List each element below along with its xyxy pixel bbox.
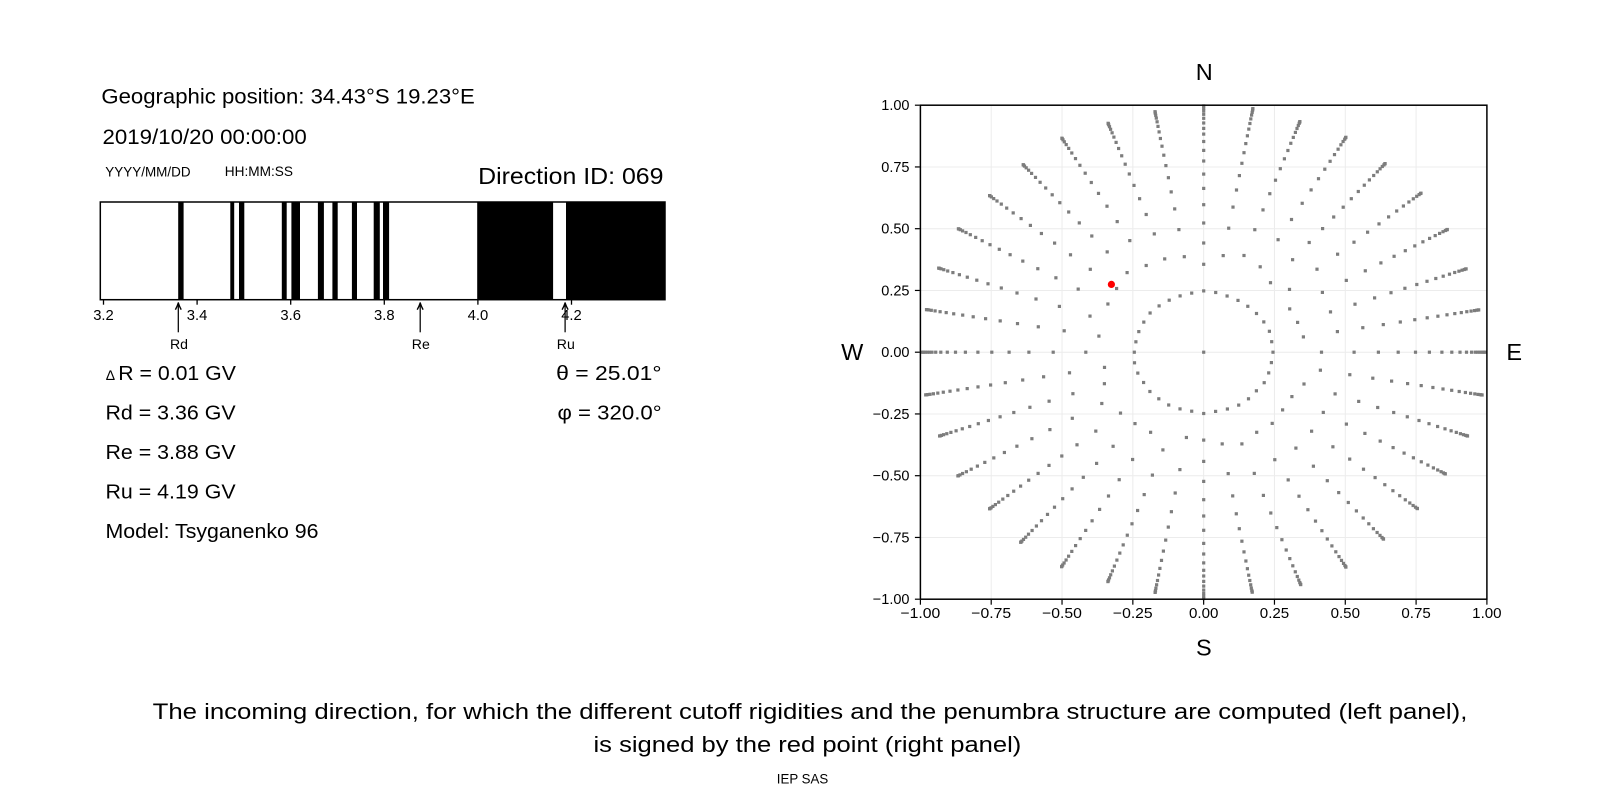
svg-text:−0.25: −0.25 [873, 407, 910, 423]
svg-text:1.00: 1.00 [1472, 606, 1501, 622]
svg-text:0.50: 0.50 [881, 222, 909, 238]
svg-text:−0.75: −0.75 [873, 531, 910, 547]
svg-text:4.2: 4.2 [561, 308, 582, 324]
svg-text:0.25: 0.25 [881, 284, 909, 300]
svg-text:S: S [1196, 635, 1212, 661]
svg-text:θ = 25.01°: θ = 25.01° [556, 362, 661, 385]
svg-text:is signed by the red point (ri: is signed by the red point (right panel) [594, 732, 1022, 757]
svg-text:−1.00: −1.00 [901, 606, 941, 622]
svg-text:YYYY/MM/DD: YYYY/MM/DD [105, 163, 190, 179]
svg-text:N: N [1196, 59, 1213, 85]
svg-text:−0.50: −0.50 [873, 469, 910, 485]
svg-text:0.75: 0.75 [1401, 606, 1430, 622]
svg-text:∆: ∆ [106, 367, 115, 383]
svg-text:4.0: 4.0 [468, 308, 489, 324]
svg-text:2019/10/20 00:00:00: 2019/10/20 00:00:00 [103, 126, 307, 149]
svg-text:Rd: Rd [170, 336, 188, 352]
svg-text:W: W [841, 339, 864, 365]
svg-text:0.00: 0.00 [1189, 606, 1218, 622]
svg-text:3.2: 3.2 [93, 308, 114, 324]
svg-text:0.75: 0.75 [881, 160, 909, 176]
svg-text:1.00: 1.00 [881, 98, 909, 114]
svg-text:Ru: Ru [557, 336, 575, 352]
svg-text:Model: Tsyganenko 96: Model: Tsyganenko 96 [106, 520, 319, 543]
svg-text:Direction ID: 069: Direction ID: 069 [478, 163, 663, 189]
svg-text:φ = 320.0°: φ = 320.0° [558, 402, 662, 425]
svg-text:0.00: 0.00 [881, 345, 909, 361]
svg-text:The incoming direction, for wh: The incoming direction, for which the di… [153, 699, 1468, 724]
svg-text:−0.25: −0.25 [1113, 606, 1153, 622]
svg-text:IEP SAS: IEP SAS [777, 771, 828, 787]
svg-text:Ru = 4.19 GV: Ru = 4.19 GV [106, 481, 236, 504]
svg-text:0.25: 0.25 [1260, 606, 1289, 622]
svg-text:−0.50: −0.50 [1042, 606, 1082, 622]
svg-text:E: E [1506, 339, 1522, 365]
svg-text:3.8: 3.8 [374, 308, 395, 324]
svg-text:Re = 3.88 GV: Re = 3.88 GV [106, 441, 236, 464]
svg-text:HH:MM:SS: HH:MM:SS [225, 163, 293, 179]
svg-text:Rd = 3.36 GV: Rd = 3.36 GV [106, 402, 236, 425]
svg-text:−0.75: −0.75 [971, 606, 1011, 622]
svg-text:3.6: 3.6 [280, 308, 301, 324]
svg-text:−1.00: −1.00 [873, 592, 910, 608]
svg-text:Geographic position: 34.43°S 1: Geographic position: 34.43°S 19.23°E [101, 85, 474, 108]
svg-text:0.50: 0.50 [1331, 606, 1360, 622]
svg-text:3.4: 3.4 [187, 308, 208, 324]
svg-text:Re: Re [412, 336, 430, 352]
svg-text:R = 0.01 GV: R = 0.01 GV [118, 362, 236, 385]
